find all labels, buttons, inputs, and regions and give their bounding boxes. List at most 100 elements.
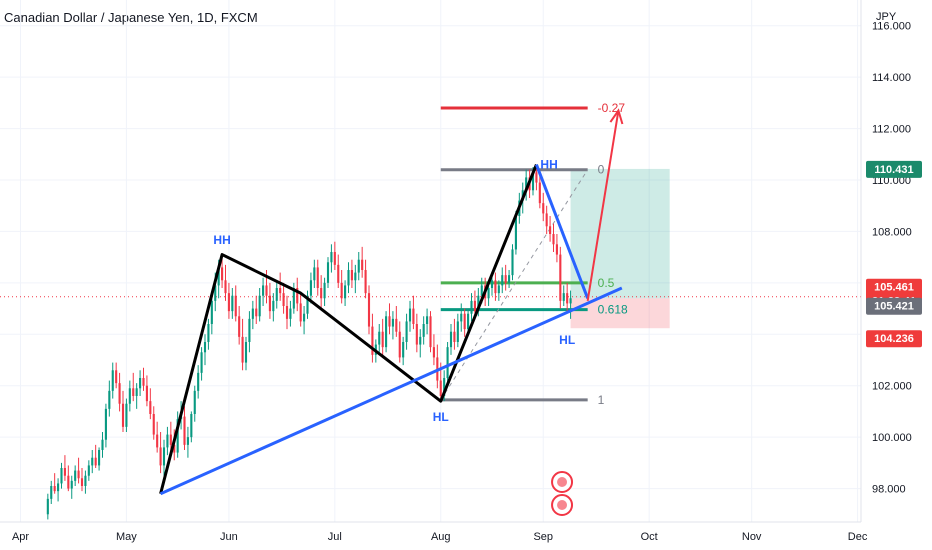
y-tick-label: 112.000 <box>872 124 911 136</box>
y-tick-label: 102.000 <box>872 381 912 393</box>
swing-label: HH <box>213 233 230 247</box>
x-tick-label: Jun <box>220 531 238 543</box>
fib-level-label: 0.5 <box>598 276 615 290</box>
candle-body <box>231 295 234 312</box>
candle-body <box>121 403 125 427</box>
x-tick-label: Jul <box>328 531 342 543</box>
x-tick-label: May <box>116 531 137 543</box>
x-tick-label: Sep <box>533 531 553 543</box>
price-badge <box>866 297 922 315</box>
candle-body <box>162 447 166 466</box>
candle-body <box>77 470 80 479</box>
candle-body <box>70 480 73 489</box>
candle-body <box>320 288 323 299</box>
candle-body <box>446 347 449 378</box>
candle-body <box>408 308 412 322</box>
time-axis[interactable]: Apr May Jun Jul Aug Sep Oct Nov Dec <box>0 521 868 543</box>
y-tick-label: 108.000 <box>872 226 912 238</box>
candle-body <box>210 300 213 324</box>
y-tick-label: 114.000 <box>872 72 911 84</box>
flag-icon-center <box>557 500 568 510</box>
x-tick-label: Nov <box>742 531 762 543</box>
candle-body <box>296 288 299 304</box>
position-box[interactable] <box>570 168 670 329</box>
candle-body <box>238 316 241 337</box>
pattern-labels: HH HL HH HL <box>213 158 575 425</box>
fib-trend-line <box>440 169 589 401</box>
fib-level-label: 1 <box>598 393 605 407</box>
flag-icons <box>551 471 574 516</box>
candle-body <box>190 414 193 438</box>
candle-body <box>316 267 319 288</box>
candle-body <box>282 293 285 306</box>
candle-body <box>367 293 371 327</box>
candle-body <box>559 254 562 301</box>
fibonacci-levels[interactable]: -0.27 0 0.5 0.618 1 <box>440 101 628 407</box>
swing-label: HL <box>559 333 575 347</box>
fib-level-label: 0.618 <box>598 303 628 317</box>
candle-body <box>323 282 326 299</box>
candle-body <box>405 321 408 342</box>
candle-body <box>200 352 203 373</box>
y-tick-label: 98.000 <box>872 484 906 496</box>
x-tick-label: Apr <box>12 531 29 543</box>
candle-body <box>128 388 131 404</box>
swing-label: HH <box>540 158 557 172</box>
candle-body <box>207 324 210 342</box>
candle-body <box>398 331 401 358</box>
candle-body <box>101 439 104 450</box>
candle-body <box>203 342 207 353</box>
candle-body <box>258 295 261 317</box>
candle-body <box>306 295 309 314</box>
candle-body <box>193 390 196 414</box>
candle-body <box>419 336 422 345</box>
corrective-leg-line <box>535 164 590 299</box>
projection-arrow <box>586 110 620 302</box>
drawings[interactable] <box>159 108 624 496</box>
candle-body <box>555 244 558 255</box>
candle-body <box>289 308 292 319</box>
candle-body <box>125 403 128 427</box>
swing-structure-line <box>159 164 538 495</box>
grid-lines <box>0 0 861 522</box>
candle-body <box>166 434 169 448</box>
y-tick-label: 110.000 <box>872 175 911 187</box>
candle-body <box>227 293 230 312</box>
candle-body <box>337 264 340 283</box>
candle-body <box>241 336 244 363</box>
candle-body <box>299 303 302 322</box>
candle-body <box>463 313 466 330</box>
candle-body <box>145 385 148 402</box>
candle-body <box>504 275 507 283</box>
candle-body <box>381 331 384 348</box>
candle-body <box>395 318 398 332</box>
candle-body <box>149 401 152 414</box>
candle-body <box>248 318 251 342</box>
candle-body <box>217 267 220 286</box>
arrow-head <box>609 108 624 125</box>
candle-body <box>234 295 237 317</box>
price-axis[interactable]: JPY 98.000100.000102.000104.000106.00010… <box>860 0 932 522</box>
candle-body <box>535 172 538 183</box>
candle-body <box>371 326 374 355</box>
candle-body <box>514 216 517 250</box>
candle-body <box>354 272 357 281</box>
candle-body <box>470 300 473 314</box>
candle-body <box>364 270 367 294</box>
candle-body <box>214 285 217 301</box>
candle-body <box>169 434 172 445</box>
candle-body <box>74 470 77 481</box>
candle-body <box>251 308 254 319</box>
candle-body <box>152 414 155 435</box>
candle-body <box>156 434 159 448</box>
target-zone <box>570 168 670 299</box>
candle-body <box>422 324 425 337</box>
candle-body <box>275 288 278 301</box>
candle-body <box>60 468 63 484</box>
candle-body <box>313 267 316 281</box>
swing-label: HL <box>433 410 449 424</box>
candle-body <box>46 498 49 515</box>
candle-body <box>57 483 60 492</box>
price-badge-label: 105.421 <box>874 301 914 313</box>
